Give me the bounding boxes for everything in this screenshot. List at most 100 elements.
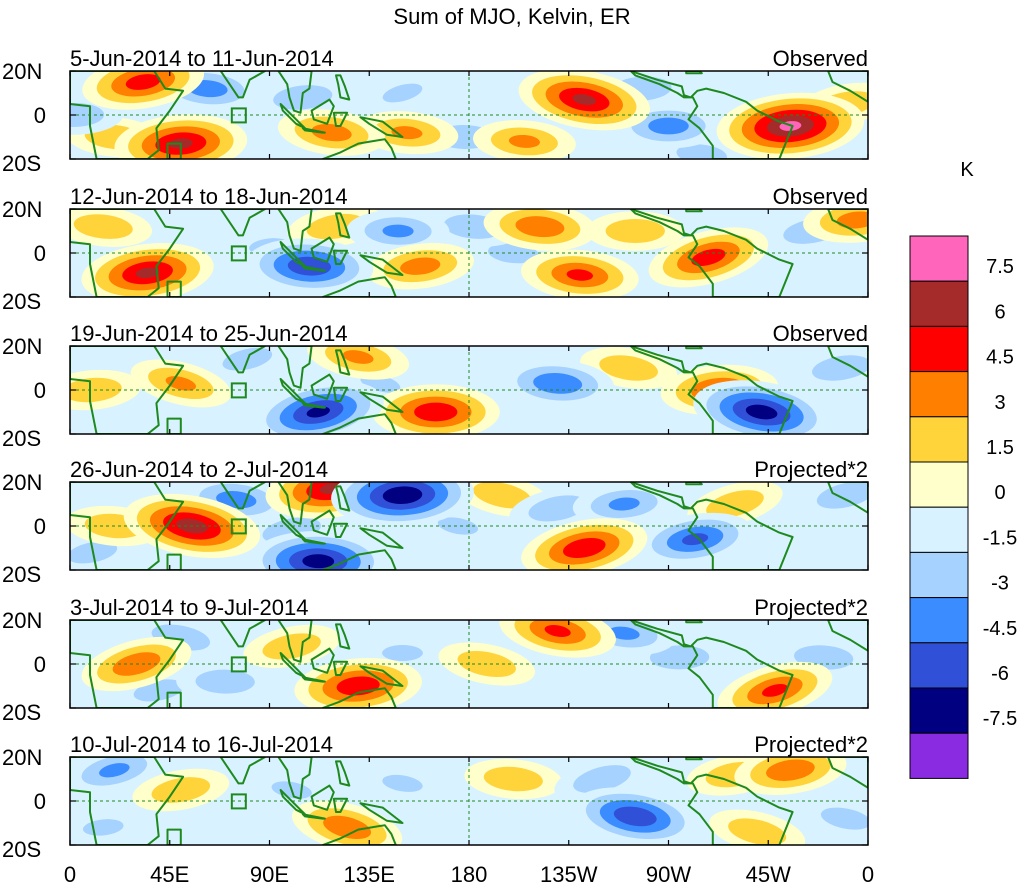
coastlines	[70, 71, 868, 159]
anomaly-cold	[252, 380, 384, 434]
anomaly-cold	[359, 72, 446, 114]
x-tick-label: 90E	[250, 862, 289, 887]
anomaly-contour-band	[311, 123, 352, 142]
anomaly-contour-band	[691, 248, 726, 266]
anomaly-contour-band	[73, 214, 133, 239]
anomaly-contour-band	[608, 497, 640, 511]
coastline	[321, 276, 397, 297]
coastline	[332, 522, 349, 538]
coastline	[827, 209, 868, 241]
coastline	[301, 402, 326, 409]
x-tick-label: 90W	[646, 862, 691, 887]
panel-status: Observed	[773, 46, 868, 71]
coastline	[279, 103, 306, 130]
coastline	[301, 265, 326, 272]
coastlines	[70, 209, 868, 297]
panel-status: Projected*2	[754, 732, 868, 757]
coastline	[335, 74, 351, 101]
coastline	[301, 813, 326, 820]
colorbar: 7.5 6 4.5 3 1.5 0 -1.5 -3 -4.5 -6 -7.5 K	[909, 159, 1017, 779]
x-tick-label: 135W	[540, 862, 598, 887]
coastline	[321, 413, 397, 434]
panel-3: 20N 0 20S 19-Jun-2014 to 25-Jun-2014 Observe…	[2, 321, 869, 451]
coastline	[685, 209, 703, 213]
anomaly-contour-band	[766, 759, 815, 781]
coastline	[219, 757, 267, 785]
coastline	[827, 71, 868, 103]
coastline	[332, 386, 349, 402]
y-tick-label: 0	[34, 789, 46, 814]
anomaly-contour-band	[382, 486, 423, 504]
anomaly-contour-band	[216, 490, 257, 509]
x-tick-label: 0	[862, 862, 874, 887]
anomaly-contour-band	[414, 402, 458, 422]
colorbar-swatch	[909, 280, 969, 327]
anomaly-cold	[70, 757, 165, 794]
anomaly-warm	[734, 757, 847, 795]
coastline	[70, 209, 185, 297]
anomaly-warm	[70, 369, 142, 411]
coastline	[629, 620, 794, 708]
coastline	[332, 111, 349, 127]
coastline	[359, 802, 404, 824]
anomaly-warm	[521, 249, 639, 297]
anomaly-contour-band	[544, 625, 571, 637]
panel-4: 20N 0 20S 26-Jun-2014 to 2-Jul-2014 Projecte…	[2, 457, 869, 587]
anomaly-cold	[792, 346, 868, 390]
coastline	[685, 346, 703, 350]
coastline	[279, 378, 306, 405]
anomaly-contour-band	[613, 806, 657, 827]
x-tick-label: 45E	[150, 862, 189, 887]
coastline	[359, 254, 404, 276]
coastline	[359, 527, 404, 549]
anomaly-contour-band	[342, 350, 374, 364]
y-tick-label: 0	[34, 378, 46, 403]
colorbar-tick-label: -7.5	[983, 708, 1017, 730]
anomaly-contour-band	[382, 224, 414, 238]
coastline	[279, 241, 306, 268]
colorbar-swatch	[909, 642, 969, 689]
y-tick-label: 20N	[2, 334, 42, 359]
colorbar-tick-label: -3	[991, 573, 1009, 595]
panel-2: 20N 0 20S 12-Jun-2014 to 18-Jun-2014 Observe…	[2, 184, 869, 314]
coastline	[301, 676, 326, 683]
colorbar-tick-label: -6	[991, 663, 1009, 685]
coastline	[335, 349, 351, 376]
anomaly-warm	[307, 346, 410, 380]
anomaly-contour-band	[572, 94, 596, 106]
colorbar-tick-label: -4.5	[983, 618, 1017, 640]
coastline	[277, 482, 313, 525]
anomaly-contour-band	[566, 269, 594, 281]
anomaly-contour-band	[302, 554, 335, 569]
anomaly-cold	[358, 765, 447, 802]
colorbar-unit-label: K	[960, 159, 974, 181]
anomaly-contour-band	[605, 219, 665, 243]
anomaly-contour-band	[195, 669, 255, 694]
panel-period: 10-Jul-2014 to 16-Jul-2014	[70, 732, 333, 757]
coastline	[335, 623, 351, 650]
anomaly-contour-band	[135, 267, 160, 279]
anomaly-contour-band	[599, 355, 658, 381]
coastline	[219, 209, 267, 237]
anomaly-contour-band	[151, 777, 211, 803]
panel-period: 3-Jul-2014 to 9-Jul-2014	[70, 595, 308, 620]
anomaly-cold	[501, 359, 615, 408]
anomaly-contour-band	[508, 134, 540, 148]
colorbar-tick-label: 4.5	[986, 347, 1014, 369]
anomaly-cold	[572, 482, 676, 526]
coastline	[166, 417, 182, 434]
anomaly-contour-band	[728, 818, 787, 845]
coastline	[219, 71, 267, 99]
y-tick-label: 20N	[2, 608, 42, 633]
coastline	[629, 209, 794, 297]
x-axis: 0 45E 90E 135E 180 135W 90W 45W 0	[64, 862, 874, 887]
colorbar-swatch	[909, 506, 969, 553]
colorbar-tick-label: 0	[994, 482, 1005, 504]
coastline	[70, 71, 185, 159]
coastline	[629, 346, 794, 434]
anomaly-contour-band	[125, 74, 161, 90]
anomaly-contour-band	[306, 406, 330, 418]
coastline	[321, 138, 397, 159]
anomaly-cold	[245, 238, 374, 294]
